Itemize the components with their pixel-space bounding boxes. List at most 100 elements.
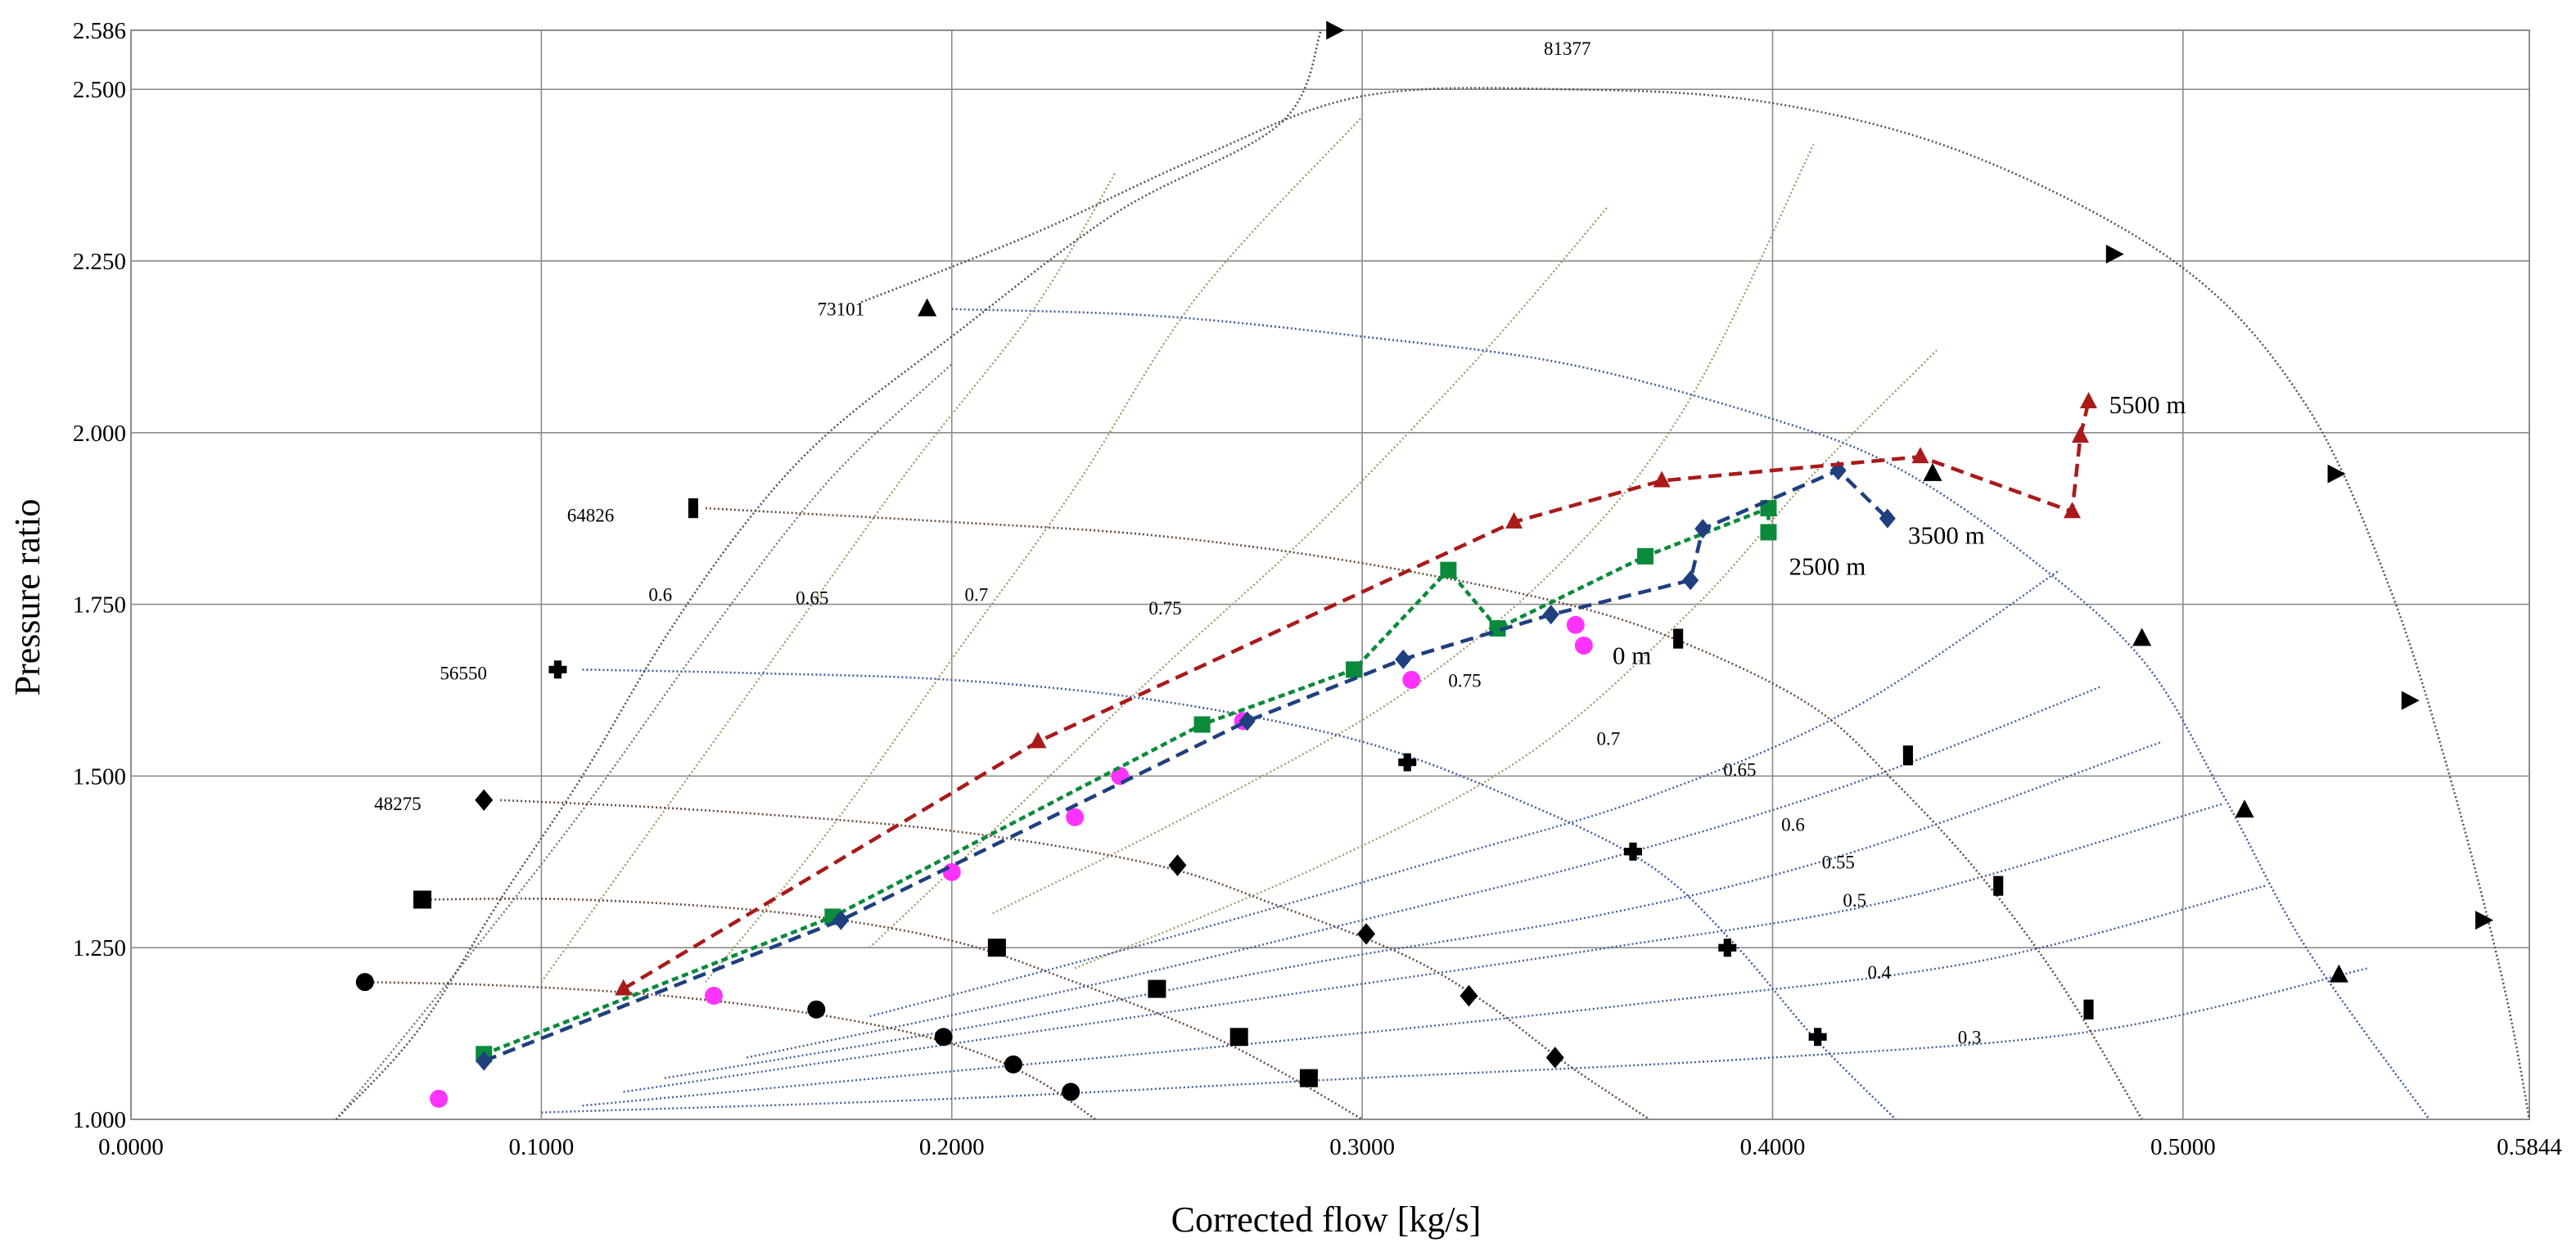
x-tick-label: 0.1000 <box>508 1134 574 1160</box>
series-point <box>2063 502 2081 519</box>
series-point <box>832 910 850 930</box>
speed-line-marker <box>1545 1047 1564 1069</box>
series-point <box>1637 547 1654 565</box>
efficiency-line <box>869 569 2061 1018</box>
plot-frame <box>130 29 2530 1120</box>
series-point <box>1066 808 1085 826</box>
series-point <box>2072 425 2090 443</box>
y-tick-label: 2.500 <box>73 77 126 103</box>
efficiency-line <box>335 363 953 1120</box>
surge-curve <box>335 29 1323 1120</box>
y-axis-title: Pressure ratio <box>7 499 47 696</box>
speed-line-marker <box>987 939 1006 957</box>
series-point <box>1694 519 1712 539</box>
speed-line-marker <box>2401 691 2420 710</box>
efficiency-line <box>582 885 2266 1107</box>
axes: 0.0000 0.1000 0.2000 0.3000 0.4000 0.5000 0.58… <box>73 18 2563 1160</box>
series-point <box>1574 636 1593 655</box>
series-point <box>1346 661 1363 678</box>
speed-line-marker <box>475 789 494 811</box>
efficiency-label: 0.65 <box>1723 759 1756 780</box>
efficiency-label: 0.7 <box>1597 729 1621 750</box>
series-label: 0 m <box>1613 642 1651 670</box>
series-point <box>1653 470 1671 488</box>
y-tick-label: 1.500 <box>73 763 126 790</box>
speed-line-marker <box>2105 245 2124 264</box>
speed-line-marker <box>1062 1083 1080 1101</box>
speed-line-marker <box>1902 745 1913 766</box>
speed-line-label: 56550 <box>440 664 487 684</box>
x-axis-title: Corrected flow [kg/s] <box>1171 1200 1482 1240</box>
speed-line-marker <box>934 1028 953 1047</box>
speed-line-marker <box>1624 842 1643 861</box>
x-tick-label: 0.0000 <box>98 1134 164 1160</box>
x-tick-label: 0.2000 <box>919 1134 985 1160</box>
speed-line <box>364 980 1096 1121</box>
speed-line-marker <box>2235 799 2254 818</box>
series-point <box>1879 508 1896 529</box>
series-label: 3500 m <box>1908 521 1985 550</box>
efficiency-label: 0.6 <box>1781 815 1805 835</box>
speed-line-marker <box>807 1000 826 1019</box>
speed-line-marker <box>1718 939 1737 957</box>
series-point <box>1489 619 1506 637</box>
series-line <box>622 401 2091 991</box>
efficiency-label: 0.7 <box>964 584 988 605</box>
series-label: 5500 m <box>2109 390 2186 419</box>
speed-line-marker <box>2132 628 2152 646</box>
speed-line-marker <box>1993 876 2004 896</box>
speed-line-marker <box>413 890 431 909</box>
speed-lines <box>355 20 2531 1121</box>
efficiency-line <box>746 686 2102 1059</box>
speed-line-marker <box>918 298 937 317</box>
series-point <box>1402 670 1421 689</box>
x-tick-label: 0.4000 <box>1740 1134 1806 1160</box>
series-point <box>1911 447 1929 464</box>
efficiency-label: 0.5 <box>1843 890 1866 911</box>
speed-line-marker <box>1357 923 1376 945</box>
y-tick-label: 2.250 <box>73 249 126 275</box>
y-tick-label: 1.250 <box>73 935 126 961</box>
speed-line-marker <box>1398 753 1417 772</box>
speed-line-marker <box>548 660 567 679</box>
speed-line-marker <box>1808 1028 1827 1047</box>
speed-line-marker <box>2475 911 2494 930</box>
series-point <box>704 986 723 1005</box>
speed-line-marker <box>688 497 698 519</box>
series-point <box>1566 615 1585 634</box>
efficiency-label: 0.3 <box>1958 1028 1982 1048</box>
speed-line-label: 48275 <box>374 794 422 814</box>
efficiency-line <box>1074 349 1938 970</box>
series-point <box>1395 649 1412 669</box>
series-point <box>1505 511 1523 529</box>
speed-line <box>417 897 1363 1121</box>
y-tick-label: 2.586 <box>73 18 126 44</box>
speed-line-label: 64826 <box>567 505 615 525</box>
efficiency-label: 0.55 <box>1822 853 1855 873</box>
efficiency-line <box>704 115 1363 983</box>
series-point <box>1440 561 1457 578</box>
grid-lines <box>130 29 2530 1120</box>
speed-line <box>500 799 1650 1121</box>
efficiency-label: 0.75 <box>1448 670 1481 691</box>
surge-line <box>335 29 1323 1120</box>
series-point <box>615 979 633 996</box>
series-point <box>1029 732 1047 749</box>
speed-line-label: 73101 <box>818 299 865 320</box>
series-point <box>430 1089 449 1108</box>
x-tick-label: 0.5844 <box>2497 1134 2562 1160</box>
speed-line-marker <box>1673 628 1684 649</box>
series-point <box>476 1051 493 1071</box>
y-tick-label: 1.000 <box>73 1107 126 1133</box>
efficiency-line <box>540 171 1117 983</box>
speed-line <box>705 506 2143 1120</box>
series-point <box>942 862 961 881</box>
speed-line-marker <box>355 973 374 992</box>
speed-line-marker <box>1168 854 1187 876</box>
efficiency-label: 0.65 <box>796 588 828 609</box>
speed-line-marker <box>1299 1069 1318 1087</box>
efficiency-line <box>541 967 2368 1114</box>
speed-line-marker <box>2083 999 2094 1020</box>
series-point <box>1542 605 1559 625</box>
series-point <box>1193 716 1211 733</box>
